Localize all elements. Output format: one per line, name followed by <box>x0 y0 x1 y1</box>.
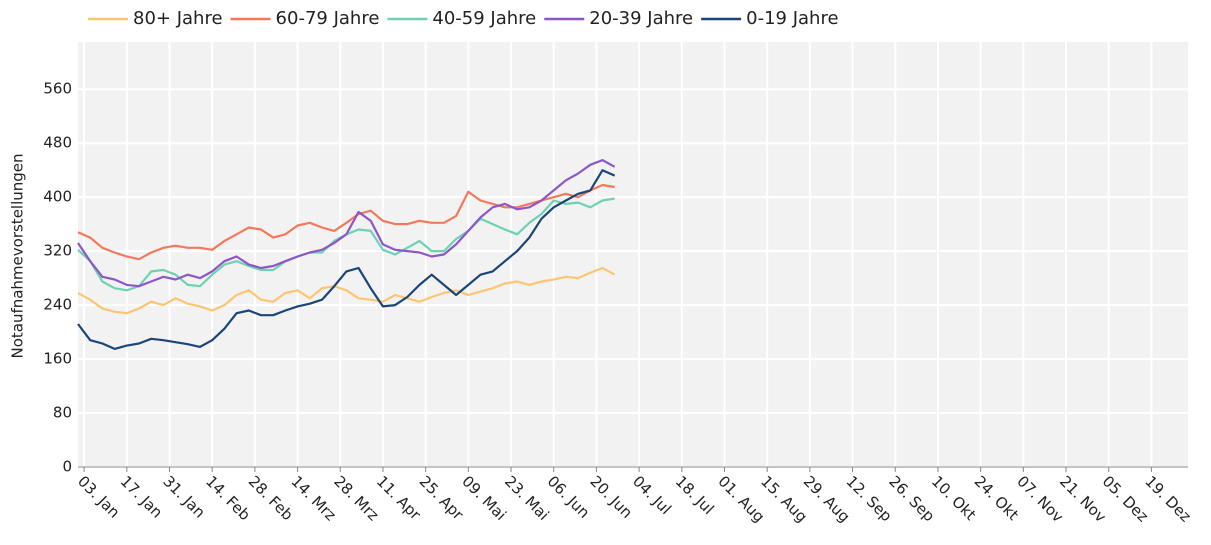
y-tick-label: 400 <box>43 188 72 206</box>
y-tick-label: 80 <box>53 404 72 422</box>
y-tick-label: 0 <box>62 458 72 476</box>
y-tick-label: 160 <box>43 350 72 368</box>
y-axis-title: Notaufnahmevorstellungen <box>9 153 27 358</box>
legend-label: 20-39 Jahre <box>589 8 693 29</box>
series-line <box>77 266 616 315</box>
x-tick-label: 31. Jan <box>159 472 208 521</box>
x-tick-label: 29. Aug <box>800 472 854 526</box>
x-tick-label: 14. Mrz <box>288 472 340 524</box>
y-tick-label: 480 <box>43 134 72 152</box>
y-tick-label: 240 <box>43 296 72 314</box>
legend-label: 0-19 Jahre <box>746 8 838 29</box>
x-tick-label: 10. Okt <box>928 472 980 524</box>
legend-label: 60-79 Jahre <box>276 8 380 29</box>
legend-label: 40-59 Jahre <box>432 8 536 29</box>
x-tick-label: 15. Aug <box>757 472 811 526</box>
x-tick-label: 25. Apr <box>416 472 468 524</box>
x-tick-label: 23. Mai <box>501 472 553 524</box>
x-tick-label: 26. Sep <box>885 472 938 525</box>
x-tick-label: 07. Nov <box>1013 472 1067 526</box>
x-tick-label: 01. Aug <box>714 472 768 526</box>
y-tick-label: 560 <box>43 80 72 98</box>
x-tick-label: 28. Feb <box>245 472 297 524</box>
x-tick-label: 19. Dez <box>1141 472 1194 525</box>
x-tick-label: 11. Apr <box>373 472 425 524</box>
x-tick-label: 18. Jul <box>672 472 718 518</box>
series-line <box>77 183 615 261</box>
x-tick-label: 17. Jan <box>117 472 166 521</box>
y-tick-label: 320 <box>43 242 72 260</box>
x-tick-label: 20. Jun <box>586 472 636 522</box>
x-tick-label: 12. Sep <box>843 472 896 525</box>
x-tick-label: 28. Mrz <box>330 472 382 524</box>
series-line <box>77 169 616 350</box>
x-tick-label: 03. Jan <box>74 472 123 521</box>
x-tick-label: 09. Mai <box>458 472 510 524</box>
x-tick-label: 05. Dez <box>1099 472 1152 525</box>
legend-label: 80+ Jahre <box>133 8 223 29</box>
x-tick-label: 14. Feb <box>202 472 254 524</box>
x-tick-label: 04. Jul <box>629 472 675 518</box>
x-tick-label: 21. Nov <box>1056 472 1110 526</box>
x-tick-label: 06. Jun <box>544 472 594 522</box>
x-tick-label: 24. Okt <box>971 472 1023 524</box>
plot-background <box>78 42 1188 467</box>
series-line <box>77 159 616 288</box>
